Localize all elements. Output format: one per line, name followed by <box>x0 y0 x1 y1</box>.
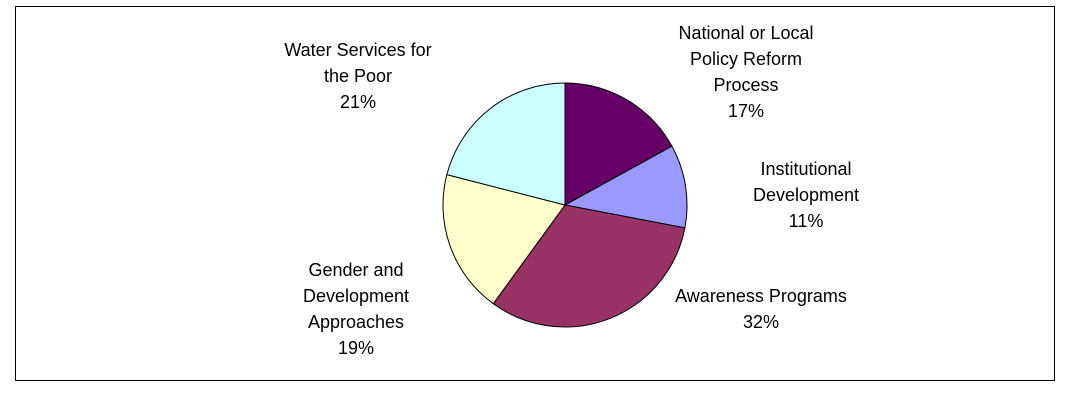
pie-slices <box>442 82 688 328</box>
data-label-2: Institutional Development 11% <box>753 159 859 231</box>
pie-slice-2 <box>563 145 688 229</box>
data-label-percent: 32% <box>743 312 779 332</box>
pie-slice-4 <box>442 174 566 305</box>
pie-slice-5 <box>446 82 566 206</box>
data-label-4: Gender and Development Approaches 19% <box>303 260 409 358</box>
data-label-percent: 19% <box>338 338 374 358</box>
data-label-text: Approaches <box>308 312 404 332</box>
data-label-text: Process <box>713 75 778 95</box>
data-label-5: Water Services for the Poor 21% <box>284 40 431 112</box>
data-label-text: Development <box>753 185 859 205</box>
data-label-text: Institutional <box>760 159 851 179</box>
data-label-percent: 17% <box>728 101 764 121</box>
data-label-text: Water Services for <box>284 40 431 60</box>
data-label-text: National or Local <box>678 23 813 43</box>
data-label-text: the Poor <box>324 66 392 86</box>
data-label-text: Policy Reform <box>690 49 802 69</box>
pie-labels: National or Local Policy Reform Process 17%… <box>284 23 859 358</box>
data-label-text: Awareness Programs <box>675 286 847 306</box>
pie-slice-1 <box>564 82 673 206</box>
data-label-3: Awareness Programs 32% <box>675 286 847 332</box>
data-label-text: Development <box>303 286 409 306</box>
data-label-text: Gender and <box>308 260 403 280</box>
data-label-percent: 11% <box>789 211 824 231</box>
pie-slice-3 <box>492 204 686 328</box>
data-label-percent: 21% <box>340 92 376 112</box>
data-label-1: National or Local Policy Reform Process 17% <box>678 23 813 121</box>
